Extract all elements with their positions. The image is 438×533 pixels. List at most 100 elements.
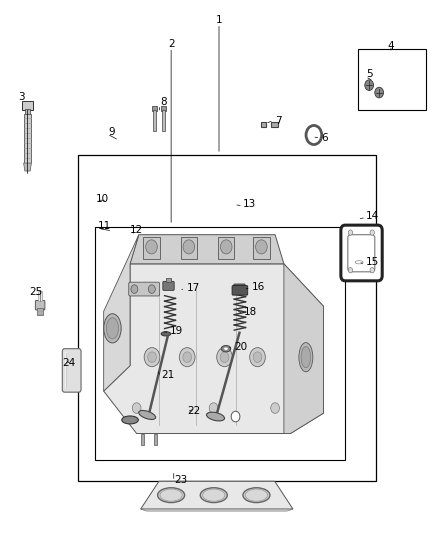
Text: 5: 5	[366, 69, 373, 79]
Circle shape	[179, 348, 195, 367]
Polygon shape	[141, 509, 293, 511]
FancyBboxPatch shape	[35, 301, 45, 310]
Text: 15: 15	[366, 257, 379, 267]
Bar	[153, 110, 156, 131]
Text: 24: 24	[62, 358, 76, 368]
Bar	[24, 114, 32, 163]
Bar	[154, 433, 157, 445]
Circle shape	[250, 348, 265, 367]
Ellipse shape	[104, 314, 121, 343]
Text: 20: 20	[234, 342, 247, 352]
Text: 13: 13	[243, 199, 256, 209]
Bar	[271, 122, 278, 127]
Ellipse shape	[245, 489, 268, 501]
Bar	[22, 101, 33, 110]
Text: 2: 2	[168, 39, 174, 49]
FancyBboxPatch shape	[341, 225, 382, 281]
Circle shape	[183, 240, 194, 254]
Circle shape	[231, 411, 240, 422]
Circle shape	[217, 348, 233, 367]
Text: 25: 25	[30, 287, 43, 297]
Circle shape	[220, 352, 229, 362]
Bar	[25, 109, 30, 115]
Circle shape	[183, 352, 191, 362]
Circle shape	[375, 87, 384, 98]
Ellipse shape	[203, 489, 225, 501]
FancyBboxPatch shape	[232, 286, 248, 295]
Text: 22: 22	[187, 406, 201, 416]
Ellipse shape	[122, 416, 138, 424]
Ellipse shape	[243, 488, 270, 503]
Circle shape	[132, 403, 141, 414]
Circle shape	[256, 240, 267, 254]
Ellipse shape	[355, 261, 363, 264]
Bar	[161, 107, 166, 111]
Bar	[218, 237, 234, 259]
Circle shape	[209, 403, 218, 414]
Ellipse shape	[299, 343, 313, 372]
Circle shape	[365, 80, 374, 91]
Circle shape	[144, 348, 160, 367]
Text: 23: 23	[175, 475, 188, 484]
Bar	[253, 237, 270, 259]
Bar	[180, 237, 197, 259]
Ellipse shape	[221, 345, 231, 352]
Circle shape	[370, 230, 374, 235]
Ellipse shape	[200, 488, 227, 503]
Text: 8: 8	[160, 97, 167, 107]
Text: 21: 21	[162, 370, 175, 380]
Bar	[95, 227, 345, 460]
Ellipse shape	[160, 489, 182, 501]
Bar	[37, 308, 43, 316]
Text: 1: 1	[215, 15, 223, 25]
FancyBboxPatch shape	[234, 284, 245, 293]
Circle shape	[253, 352, 262, 362]
Circle shape	[370, 268, 374, 273]
Ellipse shape	[224, 347, 228, 350]
Text: 17: 17	[186, 282, 200, 293]
Bar	[141, 433, 144, 445]
Polygon shape	[284, 264, 323, 433]
Text: 9: 9	[108, 127, 115, 138]
Bar	[152, 107, 157, 111]
Circle shape	[348, 268, 353, 273]
Ellipse shape	[161, 332, 171, 336]
Ellipse shape	[158, 488, 185, 503]
Bar	[39, 291, 42, 302]
Text: 4: 4	[388, 42, 394, 52]
Polygon shape	[130, 235, 284, 264]
Bar	[78, 155, 376, 481]
FancyBboxPatch shape	[163, 281, 174, 290]
Circle shape	[348, 230, 353, 235]
Text: 18: 18	[244, 306, 258, 317]
Circle shape	[148, 285, 155, 293]
Circle shape	[131, 285, 138, 293]
Polygon shape	[141, 481, 293, 509]
Circle shape	[148, 352, 156, 362]
Text: 16: 16	[252, 281, 265, 292]
Text: 10: 10	[96, 193, 110, 204]
Ellipse shape	[106, 318, 119, 339]
Bar	[143, 237, 160, 259]
Text: 12: 12	[130, 225, 143, 236]
Bar	[261, 122, 266, 127]
Circle shape	[306, 125, 322, 144]
Bar	[166, 278, 171, 282]
Ellipse shape	[139, 410, 155, 419]
Polygon shape	[104, 235, 139, 391]
Text: 3: 3	[18, 92, 24, 102]
Ellipse shape	[301, 346, 311, 368]
Text: 14: 14	[366, 211, 379, 221]
Text: 11: 11	[98, 221, 111, 231]
FancyBboxPatch shape	[129, 282, 159, 296]
Circle shape	[146, 240, 157, 254]
Bar	[358, 49, 426, 110]
Text: 7: 7	[275, 116, 281, 126]
Ellipse shape	[206, 412, 225, 421]
FancyBboxPatch shape	[348, 235, 375, 272]
FancyBboxPatch shape	[62, 349, 81, 392]
Circle shape	[271, 403, 279, 414]
Circle shape	[220, 240, 232, 254]
Text: 6: 6	[321, 133, 328, 143]
Ellipse shape	[353, 259, 366, 265]
